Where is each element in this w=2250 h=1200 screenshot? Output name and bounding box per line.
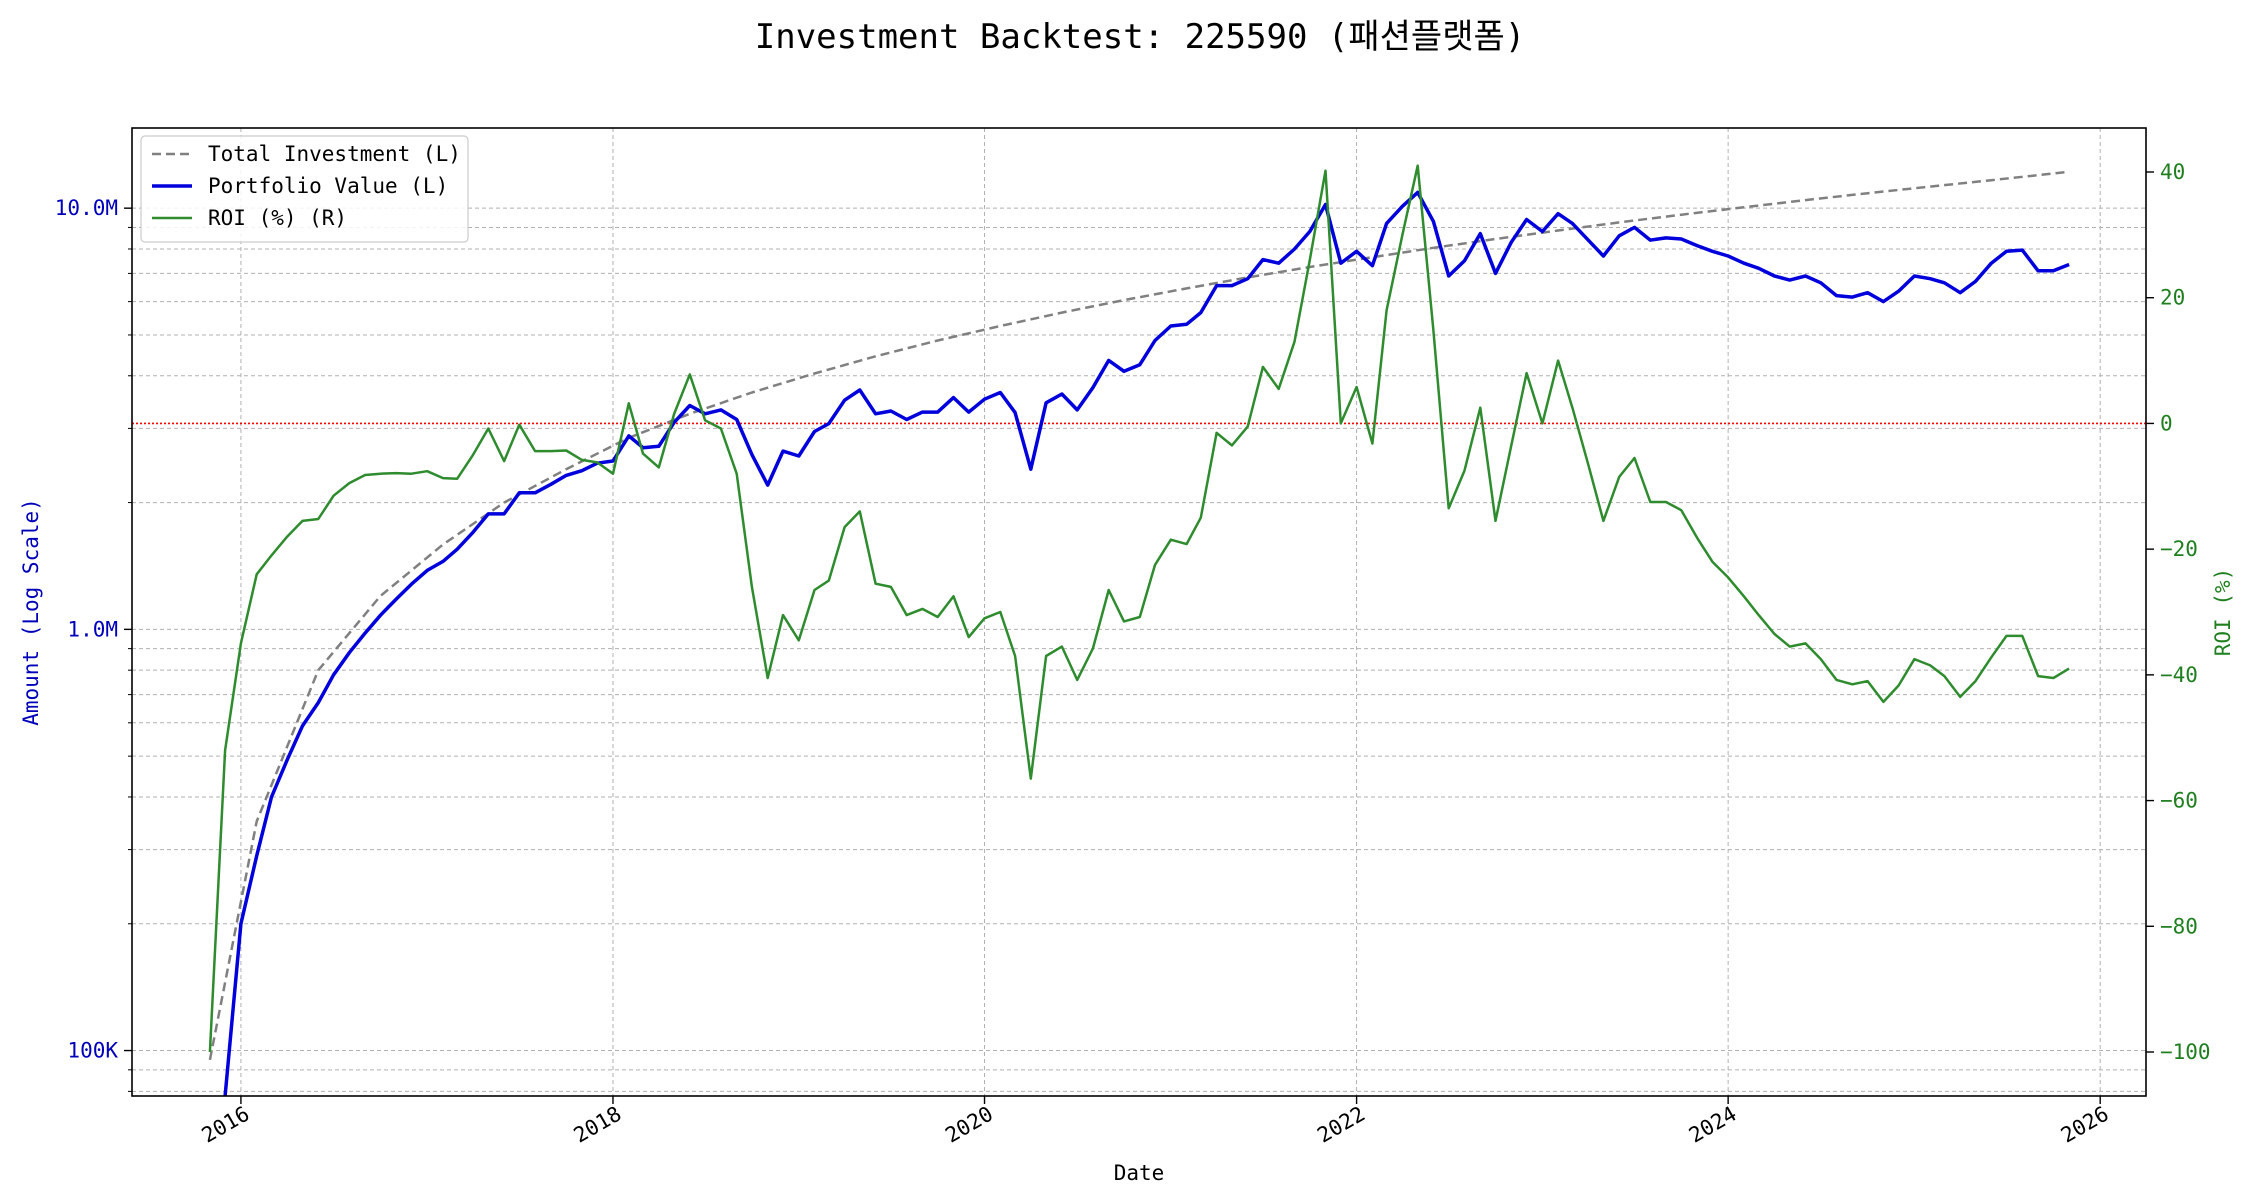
- left-y-axis-label: Amount (Log Scale): [19, 498, 43, 726]
- left-y-tick-label: 1.0M: [67, 617, 118, 641]
- grid-layer: [132, 128, 2146, 1096]
- x-axis-label: Date: [1114, 1161, 1165, 1185]
- x-tick-label: 2018: [570, 1102, 626, 1148]
- right-y-tick-label: −60: [2160, 789, 2198, 813]
- left-y-tick-label: 10.0M: [55, 196, 118, 220]
- left-y-axis: 100K 1.0M 10.0M: [55, 196, 132, 1092]
- legend-entry-portfolio: Portfolio Value (L): [208, 174, 448, 198]
- x-tick-label: 2016: [198, 1102, 254, 1148]
- legend-entry-investment: Total Investment (L): [208, 142, 461, 166]
- right-y-tick-label: −100: [2160, 1040, 2211, 1064]
- right-y-axis: −100 −80 −60 −40 −20 0 20 40: [2146, 160, 2211, 1064]
- left-y-tick-label: 100K: [67, 1039, 118, 1063]
- legend: Total Investment (L) Portfolio Value (L)…: [140, 135, 469, 243]
- right-y-tick-label: 0: [2160, 411, 2173, 435]
- legend-entry-roi: ROI (%) (R): [208, 206, 347, 230]
- right-y-tick-label: −20: [2160, 537, 2198, 561]
- x-tick-label: 2022: [1313, 1102, 1369, 1148]
- plot-frame: [131, 127, 2147, 1097]
- series-layer: [208, 164, 2070, 1097]
- x-tick-label: 2024: [1685, 1102, 1741, 1148]
- right-y-tick-label: −40: [2160, 663, 2198, 687]
- x-tick-label: 2026: [2057, 1102, 2113, 1148]
- x-axis: 2016 2018 2020 2022 2024 2026: [198, 1096, 2113, 1148]
- total-investment-line: [208, 170, 2070, 1061]
- right-y-tick-label: −80: [2160, 914, 2198, 938]
- right-y-tick-label: 40: [2160, 160, 2185, 184]
- chart-title: Investment Backtest: 225590 (패션플랫폼): [755, 17, 1526, 57]
- portfolio-value-line: [223, 190, 2070, 1097]
- right-y-axis-label: ROI (%): [2211, 568, 2235, 657]
- x-tick-label: 2020: [941, 1102, 997, 1148]
- roi-line: [208, 164, 2070, 1053]
- right-y-tick-label: 20: [2160, 286, 2185, 310]
- legend-box: [140, 135, 469, 243]
